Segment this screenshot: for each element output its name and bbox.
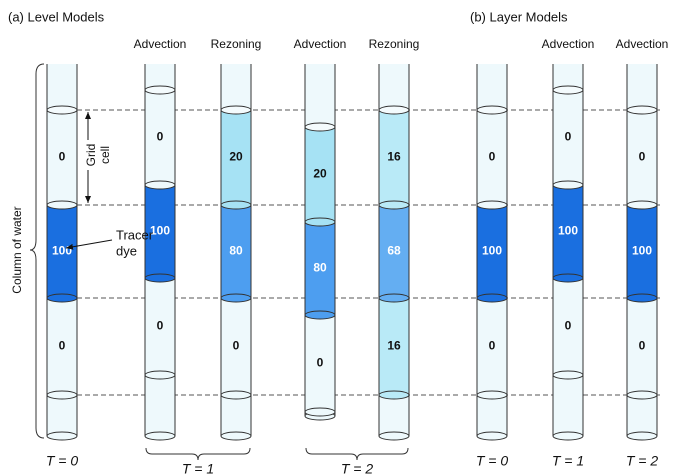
- boundary: [627, 201, 657, 209]
- boundary: [221, 294, 251, 302]
- column-header: Advection: [542, 37, 595, 51]
- cell-value: 100: [482, 244, 502, 258]
- boundary: [47, 294, 77, 302]
- cell-value: 0: [59, 150, 66, 164]
- boundary: [477, 201, 507, 209]
- boundary: [553, 86, 583, 94]
- boundary: [305, 408, 335, 416]
- boundary: [47, 106, 77, 114]
- boundary: [145, 86, 175, 94]
- boundary: [379, 106, 409, 114]
- column: 20 80 0 Rezoning: [211, 37, 262, 440]
- cell-value: 80: [313, 261, 327, 275]
- cell-value: 80: [229, 244, 243, 258]
- boundary: [553, 371, 583, 379]
- boundary: [553, 181, 583, 189]
- tracer-label: Tracer: [116, 227, 154, 242]
- brace-t2: [306, 448, 408, 460]
- column-brace: [30, 64, 44, 438]
- diagram: 0 100 0 0 100 0 Advection 20 80 0 Rezoning 20 80 0 Adv…: [0, 0, 675, 476]
- column: 0 100 0: [477, 64, 507, 440]
- boundary: [305, 218, 335, 226]
- cell-value: 100: [558, 224, 578, 238]
- panel-a-title: (a) Level Models: [8, 9, 105, 24]
- brace-t1: [146, 448, 250, 460]
- boundary: [221, 201, 251, 209]
- column-of-water: Column of water: [10, 206, 24, 293]
- boundary: [627, 106, 657, 114]
- cell-value: 0: [157, 319, 164, 333]
- column: 0 100 0: [47, 64, 77, 440]
- cell-value: 0: [565, 319, 572, 333]
- boundary: [627, 294, 657, 302]
- boundary: [221, 106, 251, 114]
- boundary: [627, 391, 657, 399]
- tube-bottom: [221, 432, 251, 440]
- time-label: T = 2: [626, 453, 659, 469]
- cell-value: 100: [632, 244, 652, 258]
- boundary: [553, 274, 583, 282]
- tube-bottom: [477, 432, 507, 440]
- cell-value: 0: [565, 130, 572, 144]
- cell-value: 0: [489, 150, 496, 164]
- boundary: [379, 201, 409, 209]
- column-header: Rezoning: [211, 37, 262, 51]
- cell-value: 100: [52, 244, 72, 258]
- cell-value: 0: [59, 339, 66, 353]
- boundary: [477, 294, 507, 302]
- column: 0 100 0 Advection: [542, 37, 595, 440]
- column-header: Rezoning: [369, 37, 420, 51]
- grid-label: Grid: [84, 144, 98, 167]
- cell-value: 0: [157, 130, 164, 144]
- boundary: [305, 123, 335, 131]
- boundary: [379, 391, 409, 399]
- column: 0 100 0 Advection: [616, 37, 669, 440]
- boundary: [47, 391, 77, 399]
- cell-value: 16: [387, 150, 401, 164]
- cell-value: 0: [489, 339, 496, 353]
- cell-value: 0: [639, 150, 646, 164]
- tube-bottom: [627, 432, 657, 440]
- tube-bottom: [379, 432, 409, 440]
- boundary: [221, 391, 251, 399]
- cell-label: cell: [98, 146, 112, 164]
- column: 20 80 0 Advection: [294, 37, 347, 420]
- boundary: [379, 294, 409, 302]
- tube-bottom: [145, 432, 175, 440]
- boundary: [305, 311, 335, 319]
- time-label: T = 2: [341, 461, 374, 476]
- cell-value: 20: [229, 150, 243, 164]
- time-label: T = 0: [476, 453, 509, 469]
- boundary: [145, 371, 175, 379]
- time-label: T = 1: [182, 461, 214, 476]
- column-header: Advection: [134, 37, 187, 51]
- column: 16 68 16 Rezoning: [369, 37, 420, 440]
- cell-value: 0: [233, 339, 240, 353]
- cell-value: 20: [313, 167, 327, 181]
- dye-label: dye: [116, 243, 137, 258]
- time-label: T = 1: [552, 453, 584, 469]
- boundary: [477, 391, 507, 399]
- panel-b-title: (b) Layer Models: [470, 9, 568, 24]
- time-label: T = 0: [46, 453, 79, 469]
- tube-bottom: [553, 432, 583, 440]
- column-header: Advection: [294, 37, 347, 51]
- tube-bottom: [47, 432, 77, 440]
- columns: 0 100 0 0 100 0 Advection 20 80 0 Rezoning 20 80 0 Adv…: [46, 37, 669, 476]
- column-header: Advection: [616, 37, 669, 51]
- cell-value: 0: [639, 339, 646, 353]
- boundary: [47, 201, 77, 209]
- boundary: [145, 274, 175, 282]
- boundary: [145, 181, 175, 189]
- cell-value: 68: [387, 244, 401, 258]
- cell-value: 0: [317, 356, 324, 370]
- cell-value: 16: [387, 339, 401, 353]
- boundary: [477, 106, 507, 114]
